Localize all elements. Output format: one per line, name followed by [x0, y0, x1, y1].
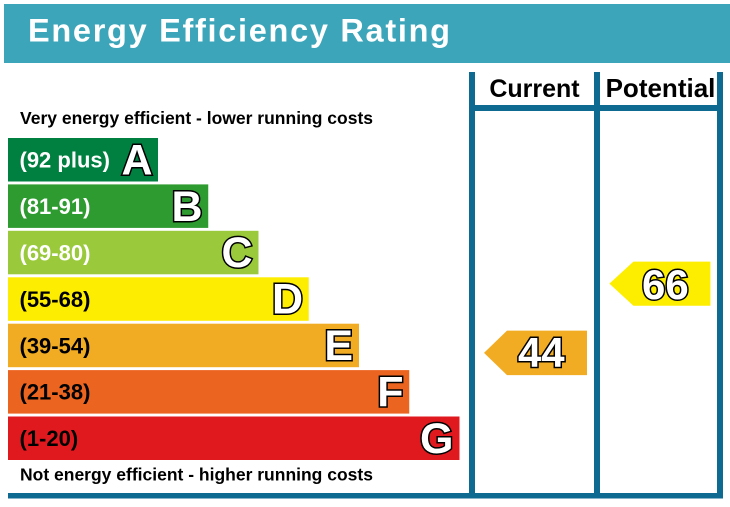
- svg-text:(39-54): (39-54): [20, 333, 91, 358]
- svg-text:Very energy efficient - lower: Very energy efficient - lower running co…: [20, 108, 373, 128]
- svg-text:D: D: [272, 276, 303, 324]
- svg-text:66: 66: [642, 261, 689, 308]
- svg-text:(55-68): (55-68): [20, 287, 91, 312]
- svg-text:(1-20): (1-20): [20, 426, 79, 451]
- svg-text:G: G: [420, 415, 453, 463]
- svg-text:(21-38): (21-38): [20, 380, 91, 405]
- svg-text:Energy Efficiency Rating: Energy Efficiency Rating: [28, 13, 452, 49]
- svg-text:A: A: [121, 136, 152, 184]
- svg-text:Current: Current: [489, 75, 580, 103]
- svg-text:Not energy efficient - higher: Not energy efficient - higher running co…: [20, 465, 373, 485]
- svg-text:Potential: Potential: [606, 73, 716, 103]
- svg-text:(69-80): (69-80): [20, 240, 91, 265]
- svg-text:(92 plus): (92 plus): [20, 148, 110, 173]
- svg-text:F: F: [377, 369, 403, 417]
- svg-text:E: E: [324, 322, 353, 370]
- svg-text:44: 44: [518, 329, 565, 376]
- svg-text:C: C: [221, 229, 252, 277]
- svg-text:(81-91): (81-91): [20, 194, 91, 219]
- svg-text:B: B: [171, 183, 202, 231]
